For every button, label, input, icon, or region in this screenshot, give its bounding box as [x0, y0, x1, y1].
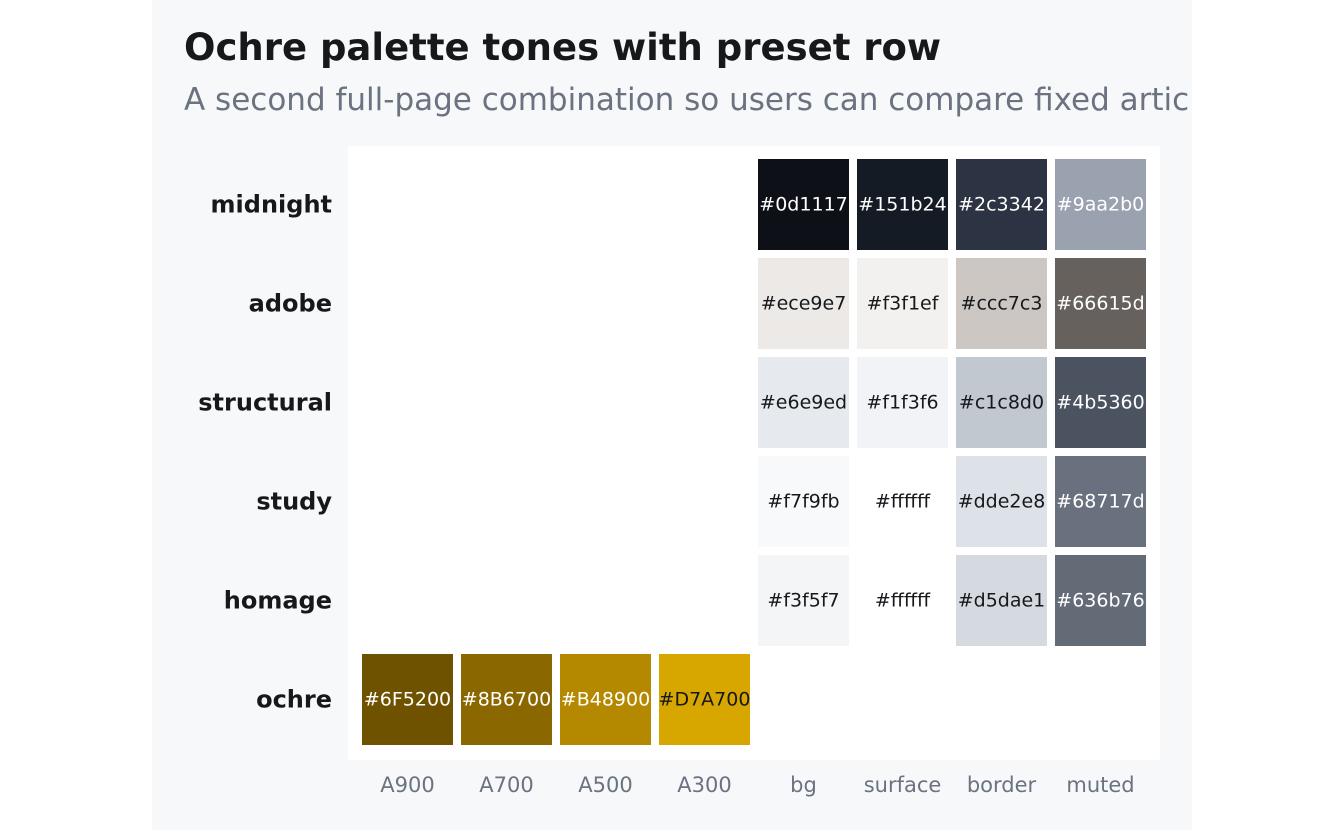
swatch-structural-surface — [857, 357, 948, 448]
column-label-A700: A700 — [479, 773, 533, 797]
swatch-label-structural-bg: #e6e9ed — [760, 392, 847, 414]
swatch-label-homage-muted: #636b76 — [1056, 590, 1144, 612]
row-label-structural: structural — [198, 389, 332, 417]
swatch-study-surface — [857, 456, 948, 547]
swatch-study-muted — [1055, 456, 1146, 547]
swatch-label-homage-bg: #f3f5f7 — [767, 590, 839, 612]
swatch-midnight-bg — [758, 159, 849, 250]
row-label-ochre: ochre — [256, 686, 332, 714]
swatch-homage-muted — [1055, 555, 1146, 646]
swatch-label-study-border: #dde2e8 — [958, 491, 1046, 513]
swatch-adobe-bg — [758, 258, 849, 349]
swatch-label-structural-surface: #f1f3f6 — [866, 392, 938, 414]
swatch-label-adobe-bg: #ece9e7 — [761, 293, 847, 315]
swatch-label-ochre-A700: #8B6700 — [462, 689, 551, 711]
swatch-label-homage-border: #d5dae1 — [958, 590, 1046, 612]
column-label-A900: A900 — [380, 773, 434, 797]
swatch-adobe-surface — [857, 258, 948, 349]
swatch-label-study-surface: #ffffff — [875, 491, 931, 513]
chart-title: Ochre palette tones with preset row — [184, 26, 942, 69]
swatch-label-structural-border: #c1c8d0 — [959, 392, 1044, 414]
swatch-study-bg — [758, 456, 849, 547]
swatch-study-border — [956, 456, 1047, 547]
swatch-midnight-border — [956, 159, 1047, 250]
column-label-muted: muted — [1066, 773, 1134, 797]
column-label-bg: bg — [790, 773, 817, 797]
swatch-homage-border — [956, 555, 1047, 646]
swatch-label-study-muted: #68717d — [1056, 491, 1144, 513]
swatch-label-midnight-bg: #0d1117 — [759, 194, 847, 216]
swatch-midnight-surface — [857, 159, 948, 250]
row-label-homage: homage — [224, 587, 332, 615]
swatch-label-adobe-border: #ccc7c3 — [961, 293, 1043, 315]
row-label-adobe: adobe — [249, 290, 332, 318]
swatch-label-ochre-A300: #D7A700 — [659, 689, 751, 711]
chart-panel: Ochre palette tones with preset row A se… — [152, 0, 1192, 830]
column-label-surface: surface — [864, 773, 942, 797]
swatch-homage-surface — [857, 555, 948, 646]
row-label-midnight: midnight — [211, 191, 332, 219]
column-label-A300: A300 — [677, 773, 731, 797]
swatch-ochre-A700 — [461, 654, 552, 745]
swatch-structural-bg — [758, 357, 849, 448]
swatch-homage-bg — [758, 555, 849, 646]
swatch-label-homage-surface: #ffffff — [875, 590, 931, 612]
swatch-label-midnight-surface: #151b24 — [858, 194, 946, 216]
swatch-label-adobe-muted: #66615d — [1056, 293, 1144, 315]
swatch-label-ochre-A900: #6F5200 — [364, 689, 451, 711]
row-label-study: study — [256, 488, 332, 516]
swatch-ochre-A900 — [362, 654, 453, 745]
swatch-midnight-muted — [1055, 159, 1146, 250]
palette-heatmap: midnight adobe structural study homage ochre A… — [198, 146, 1160, 797]
swatch-label-midnight-muted: #9aa2b0 — [1057, 194, 1145, 216]
swatch-label-study-bg: #f7f9fb — [767, 491, 839, 513]
swatch-label-midnight-border: #2c3342 — [958, 194, 1045, 216]
swatch-structural-border — [956, 357, 1047, 448]
column-label-border: border — [967, 773, 1037, 797]
swatch-label-ochre-A500: #B48900 — [561, 689, 650, 711]
swatch-ochre-A500 — [560, 654, 651, 745]
swatch-adobe-muted — [1055, 258, 1146, 349]
chart-subtitle: A second full-page combination so users … — [184, 82, 1192, 118]
swatch-label-structural-muted: #4b5360 — [1056, 392, 1144, 414]
swatch-structural-muted — [1055, 357, 1146, 448]
swatch-ochre-A300 — [659, 654, 750, 745]
column-label-A500: A500 — [578, 773, 632, 797]
swatch-adobe-border — [956, 258, 1047, 349]
swatch-label-adobe-surface: #f3f1ef — [867, 293, 940, 315]
